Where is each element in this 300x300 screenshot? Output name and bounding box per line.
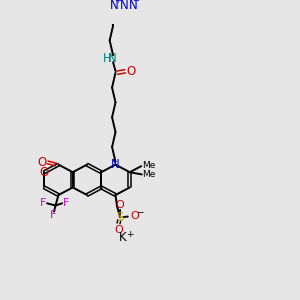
Text: N: N <box>119 0 128 12</box>
Text: N: N <box>110 0 118 12</box>
Text: O: O <box>38 156 47 169</box>
Text: S: S <box>116 211 124 224</box>
Text: N: N <box>111 158 120 171</box>
Text: −: − <box>136 208 144 217</box>
Text: N: N <box>108 52 117 65</box>
Text: O: O <box>127 65 136 78</box>
Text: N: N <box>128 0 137 12</box>
Text: F: F <box>40 198 46 208</box>
Text: Me: Me <box>142 170 156 179</box>
Text: F: F <box>50 210 56 220</box>
Text: K: K <box>119 230 127 244</box>
Text: O: O <box>114 224 123 235</box>
Text: H: H <box>103 52 112 65</box>
Text: F: F <box>63 198 69 208</box>
Text: +: + <box>114 0 121 5</box>
Text: O: O <box>116 200 124 210</box>
Text: O: O <box>130 211 139 221</box>
Text: +: + <box>126 230 134 239</box>
Text: Me: Me <box>142 161 155 170</box>
Text: −: − <box>132 0 139 5</box>
Text: O: O <box>40 166 49 179</box>
